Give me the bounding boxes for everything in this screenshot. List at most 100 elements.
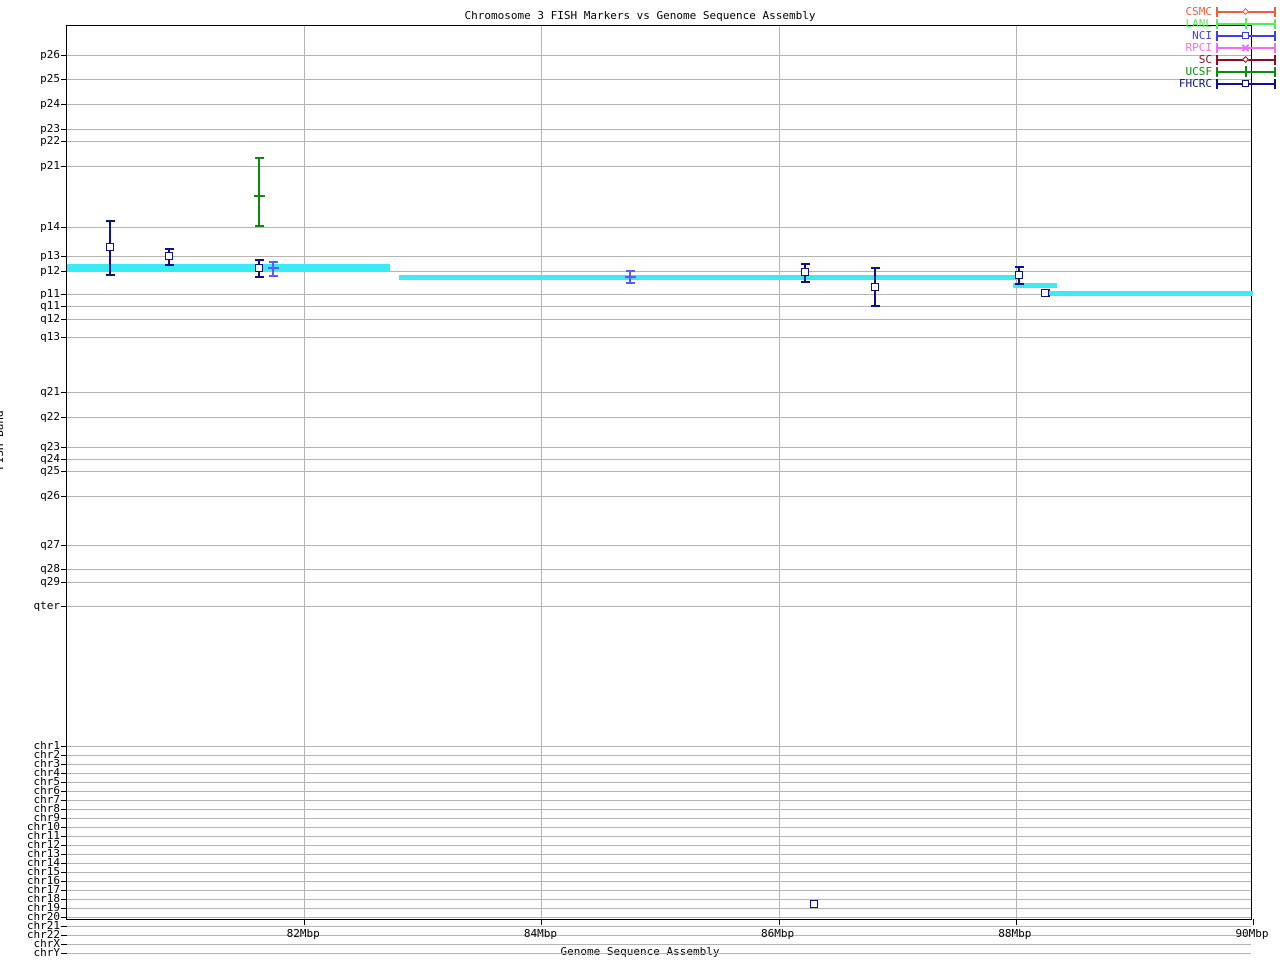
gridline xyxy=(67,818,1251,819)
legend-item-fhcrc[interactable]: FHCRC xyxy=(1158,78,1278,90)
legend-cap xyxy=(1274,67,1276,77)
fish-marker-point[interactable] xyxy=(870,283,879,291)
y-axis-label: chr4 xyxy=(33,766,61,779)
gridline xyxy=(67,872,1251,873)
y-tick xyxy=(61,863,67,864)
y-axis-label: chrX xyxy=(33,937,61,950)
y-axis-label: q25 xyxy=(40,464,60,477)
y-axis-label: chrY xyxy=(33,946,61,959)
legend-cap xyxy=(1216,43,1218,53)
y-axis-label: q29 xyxy=(40,575,60,588)
y-axis-label: chr20 xyxy=(26,910,60,923)
fish-marker-point[interactable] xyxy=(268,267,280,269)
plot-area xyxy=(61,25,1254,954)
legend-marker-tick-icon xyxy=(1245,18,1247,29)
fish-marker-point[interactable] xyxy=(164,252,173,260)
legend-item-lanl[interactable]: LANL xyxy=(1158,18,1278,30)
y-axis-label: chr21 xyxy=(26,919,60,932)
y-tick xyxy=(61,764,67,765)
y-axis-label: chr18 xyxy=(26,892,60,905)
gridline xyxy=(67,496,1251,497)
legend-cap xyxy=(1216,67,1218,77)
legend-marker-tick-icon xyxy=(1245,66,1247,77)
fish-marker-point[interactable] xyxy=(1041,289,1050,297)
gridline xyxy=(67,899,1251,900)
y-tick xyxy=(61,953,67,954)
fish-marker-point[interactable] xyxy=(810,900,819,908)
y-axis-label: p14 xyxy=(40,220,60,233)
y-tick xyxy=(61,417,67,418)
legend-label: RPCI xyxy=(1185,41,1213,54)
y-axis-label: chr11 xyxy=(26,829,60,842)
error-bar xyxy=(258,157,261,227)
gridline xyxy=(67,569,1251,570)
y-axis-label: chr8 xyxy=(33,802,61,815)
error-bar-cap xyxy=(800,263,810,265)
legend-marker-x-icon xyxy=(1241,43,1250,52)
gridline xyxy=(67,606,1251,607)
gridline xyxy=(67,337,1251,338)
y-axis-label: chr22 xyxy=(26,928,60,941)
y-axis-label: p11 xyxy=(40,287,60,300)
y-tick xyxy=(61,55,67,56)
y-tick xyxy=(61,899,67,900)
vertical-gridline xyxy=(1015,26,1017,919)
contig-bar xyxy=(1045,290,1253,296)
gridline xyxy=(67,836,1251,837)
y-axis-label: chr6 xyxy=(33,784,61,797)
contig-bar xyxy=(399,274,1019,280)
gridline xyxy=(67,809,1251,810)
legend-item-rpci[interactable]: RPCI xyxy=(1158,42,1278,54)
gridline xyxy=(67,104,1251,105)
y-tick xyxy=(61,773,67,774)
fish-marker-point[interactable] xyxy=(254,195,266,197)
legend-item-nci[interactable]: NCI xyxy=(1158,30,1278,42)
gridline xyxy=(67,471,1251,472)
y-tick xyxy=(61,818,67,819)
gridline xyxy=(67,459,1251,460)
gridline xyxy=(67,863,1251,864)
y-tick xyxy=(61,447,67,448)
y-tick xyxy=(61,166,67,167)
y-axis-label: p25 xyxy=(40,72,60,85)
gridline xyxy=(67,392,1251,393)
x-axis-label: 84Mbp xyxy=(523,927,557,940)
y-axis-label: p24 xyxy=(40,97,60,110)
fish-marker-point[interactable] xyxy=(255,264,264,272)
fish-marker-point[interactable] xyxy=(625,276,637,278)
legend-item-ucsf[interactable]: UCSF xyxy=(1158,66,1278,78)
gridline xyxy=(67,417,1251,418)
y-axis-label: p12 xyxy=(40,264,60,277)
gridline xyxy=(67,917,1251,918)
legend-marker-square-icon xyxy=(1242,32,1249,39)
legend-item-csmc[interactable]: CSMC xyxy=(1158,6,1278,18)
gridline xyxy=(67,319,1251,320)
gridline xyxy=(67,55,1251,56)
legend-cap xyxy=(1216,55,1218,65)
gridline xyxy=(67,447,1251,448)
error-bar-cap xyxy=(164,248,174,250)
legend-marker-diamond-icon xyxy=(1241,7,1250,16)
gridline xyxy=(67,854,1251,855)
y-axis-label: q26 xyxy=(40,489,60,502)
legend-label: LANL xyxy=(1185,17,1213,30)
gridline xyxy=(67,881,1251,882)
y-axis-label: chr14 xyxy=(26,856,60,869)
y-axis-label: chr7 xyxy=(33,793,61,806)
y-axis-label: q13 xyxy=(40,330,60,343)
fish-marker-point[interactable] xyxy=(800,268,809,276)
gridline xyxy=(67,79,1251,80)
fish-marker-point[interactable] xyxy=(105,243,114,251)
gridline xyxy=(67,827,1251,828)
y-tick xyxy=(61,606,67,607)
gridline xyxy=(67,271,1251,272)
vertical-gridline xyxy=(541,26,543,919)
error-bar-cap xyxy=(1015,283,1025,285)
fish-marker-point[interactable] xyxy=(1015,271,1024,279)
legend-item-sc[interactable]: SC xyxy=(1158,54,1278,66)
y-axis-label: chr9 xyxy=(33,811,61,824)
error-bar-cap xyxy=(1015,266,1025,268)
gridline xyxy=(67,845,1251,846)
legend-swatch xyxy=(1214,6,1278,18)
y-tick xyxy=(61,872,67,873)
